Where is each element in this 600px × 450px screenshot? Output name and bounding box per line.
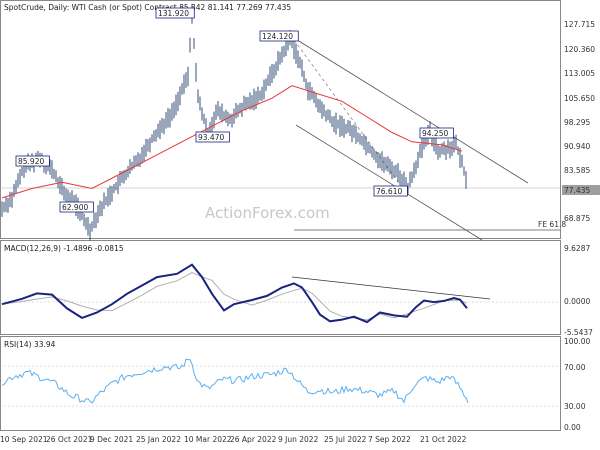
price-annotations: 85.920 62.900 131.920 93.470 124.120 76.610 94…: [15, 7, 454, 213]
indicator-lines: [1, 85, 469, 404]
rsi-panel: [0, 336, 561, 431]
time-axis-label: 26 Apr 2022: [230, 435, 277, 444]
price-annotation-label: 131.920: [158, 9, 189, 18]
price-annotation-label: 93.470: [198, 133, 224, 142]
fe-label: FE 61.8: [538, 220, 566, 229]
time-axis-label: 9 Jun 2022: [278, 435, 319, 444]
price-annotation-box: [15, 155, 50, 167]
rsi-axis-label: 70.00: [564, 363, 586, 372]
macd-title: MACD(12,26,9) -1.4896 -0.0815: [4, 244, 124, 253]
time-axis-label: 9 Dec 2021: [90, 435, 133, 444]
time-axis-label: 26 Oct 2021: [46, 435, 93, 444]
rsi-axis-label: 30.00: [564, 402, 586, 411]
price-axis-label: 83.585: [564, 166, 590, 175]
watermark: ActionForex.com: [205, 204, 330, 222]
price-axis-label: 90.940: [564, 142, 590, 151]
macd-line: [1, 263, 468, 324]
time-axis-label: 25 Jan 2022: [136, 435, 181, 444]
macd-axis-label: 9.6287: [564, 244, 590, 253]
price-annotation-label: 62.900: [62, 203, 88, 212]
price-annotation-box: [195, 131, 230, 143]
current-price-tag: [562, 185, 600, 195]
price-annotation-box: [259, 30, 299, 42]
current-price-label: 77.435: [564, 186, 590, 195]
dashed-line: [293, 39, 405, 191]
time-axis-label: 7 Sep 2022: [368, 435, 411, 444]
price-annotation-label: 124.120: [262, 32, 293, 41]
channel-upper: [293, 37, 529, 184]
price-axis-label: 105.650: [564, 94, 595, 103]
price-annotation-box: [419, 127, 454, 139]
price-annotation-label: 94.250: [422, 129, 448, 138]
rsi-title: RSI(14) 33.94: [4, 340, 56, 349]
macd-trendline: [291, 276, 491, 300]
price-annotation-box: [59, 201, 94, 213]
price-annotation-label: 85.920: [18, 157, 44, 166]
price-annotation-box: [155, 7, 195, 19]
price-bars: [1, 3, 467, 241]
channel-lower: [295, 124, 483, 241]
time-axis-label: 25 Jul 2022: [324, 435, 367, 444]
time-axis-label: 10 Mar 2022: [184, 435, 232, 444]
price-axis-label: 127.715: [564, 20, 595, 29]
axis-labels: 127.715 120.360 113.005 105.650 98.295 90.940…: [0, 20, 600, 444]
macd-axis-label: 0.0000: [564, 297, 590, 306]
main-title: SpotCrude, Daily: WTI Cash (or Spot) Con…: [4, 3, 291, 12]
time-axis-label: 21 Oct 2022: [420, 435, 467, 444]
macd-axis-label: -5.5437: [564, 328, 593, 337]
rsi-line: [1, 358, 469, 404]
price-annotation-box: [373, 185, 408, 197]
price-axis-label: 68.875: [564, 214, 590, 223]
moving-average-line: [1, 85, 463, 199]
time-axis-label: 10 Sep 2021: [0, 435, 48, 444]
rsi-axis-label: 100.00: [564, 337, 590, 346]
price-axis-label: 120.360: [564, 45, 595, 54]
rsi-axis-label: 0.00: [564, 423, 581, 432]
price-axis-label: 98.295: [564, 118, 590, 127]
price-axis-label: 113.005: [564, 69, 595, 78]
price-annotation-label: 76.610: [376, 187, 402, 196]
